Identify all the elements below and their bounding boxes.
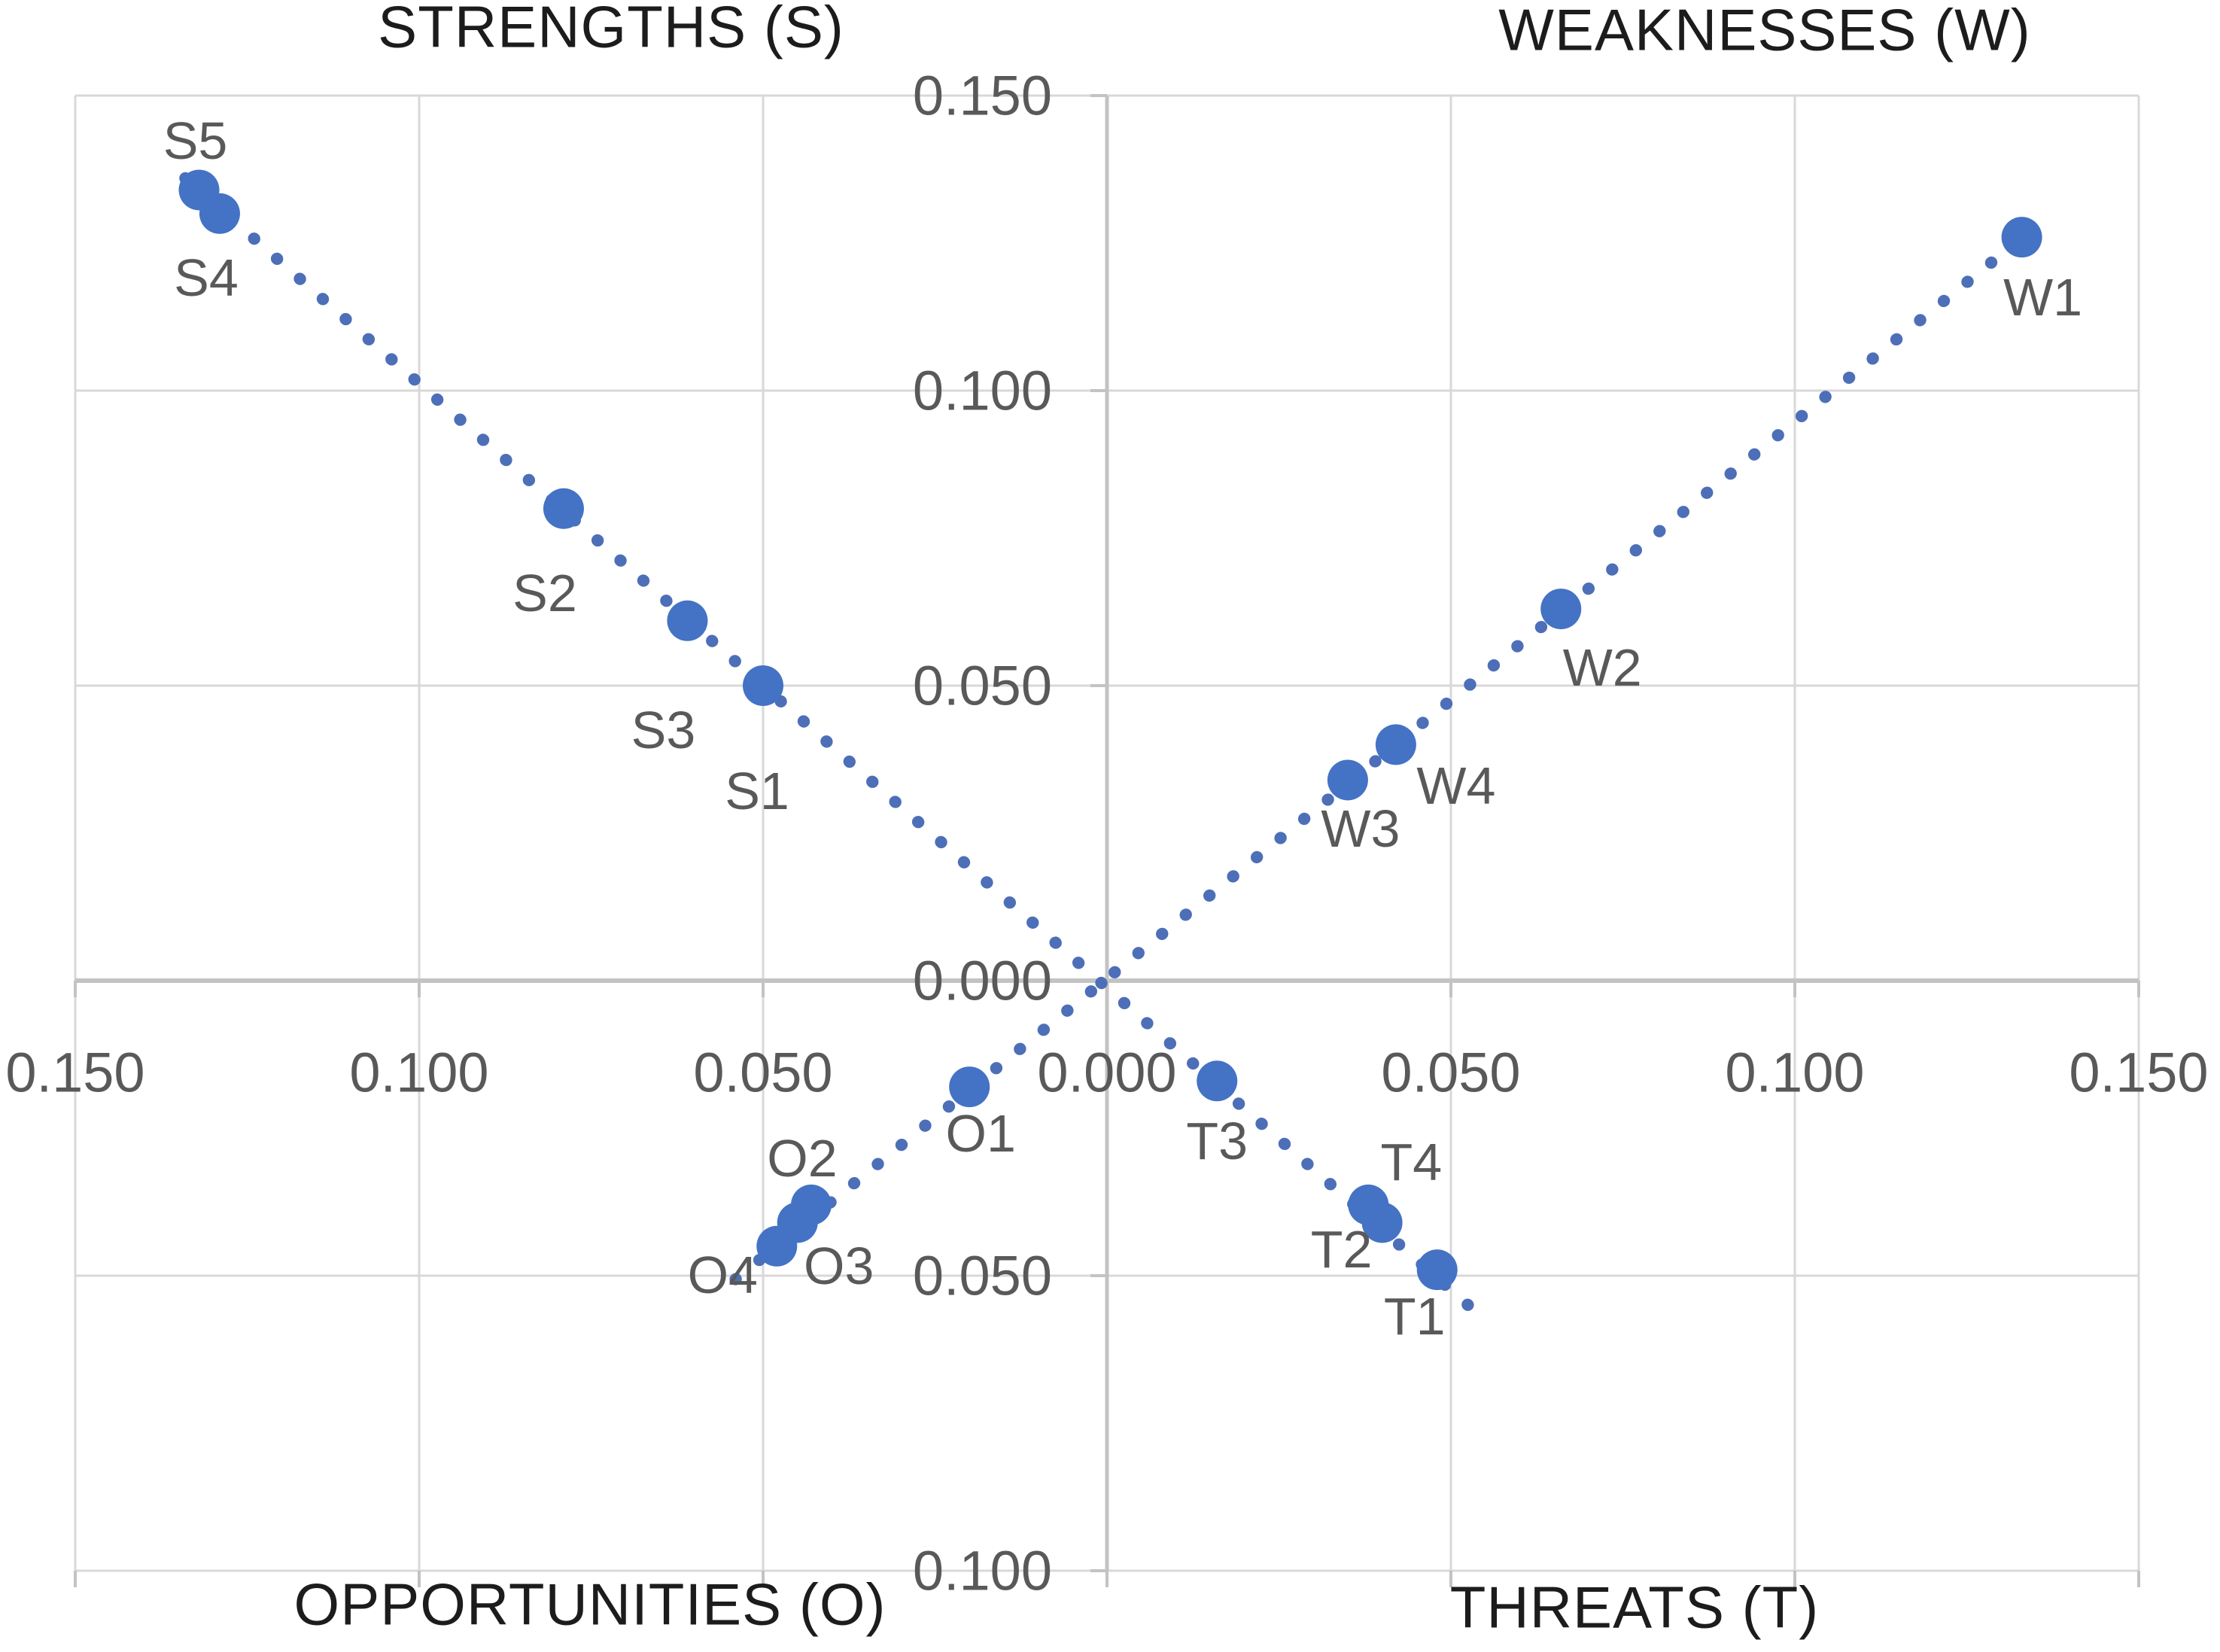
point-label-T2: T2 (1310, 1220, 1373, 1279)
point-label-O1: O1 (945, 1104, 1016, 1164)
x-tick-label: 0.050 (1381, 1041, 1521, 1104)
data-point-T4[interactable] (1348, 1184, 1389, 1225)
point-label-W1: W1 (2003, 268, 2083, 327)
quadrant-title-threats: THREATS (T) (1449, 1574, 1820, 1641)
data-point-S1[interactable] (743, 665, 783, 706)
point-label-S1: S1 (725, 762, 789, 820)
point-label-W4: W4 (1416, 756, 1496, 816)
point-label-T3: T3 (1186, 1112, 1248, 1171)
point-label-T4: T4 (1380, 1132, 1443, 1191)
x-tick-label: 0.150 (2069, 1041, 2209, 1104)
y-tick-label: 0.050 (912, 1244, 1052, 1307)
point-label-S3: S3 (631, 700, 696, 759)
y-tick-label: 0.100 (912, 1539, 1052, 1602)
point-label-O4: O4 (687, 1245, 758, 1304)
data-point-S5[interactable] (178, 169, 220, 211)
data-point-T1[interactable] (1416, 1249, 1458, 1291)
point-label-W3: W3 (1321, 799, 1400, 859)
data-point-S2[interactable] (543, 488, 584, 529)
x-tick-label: 0.050 (693, 1041, 833, 1104)
quadrant-title-strengths: STRENGTHS (S) (378, 0, 844, 60)
data-point-O4[interactable] (756, 1225, 798, 1267)
data-point-W1[interactable] (2001, 217, 2042, 258)
point-label-S4: S4 (174, 248, 239, 307)
point-label-W2: W2 (1562, 638, 1642, 698)
y-tick-label: 0.100 (912, 359, 1052, 422)
data-point-S3[interactable] (667, 600, 708, 641)
data-point-W3[interactable] (1327, 759, 1368, 801)
trendline-s-t-line (179, 172, 1478, 1315)
data-point-T3[interactable] (1197, 1060, 1238, 1102)
trendline-o-w-line (729, 223, 2039, 1285)
point-label-T1: T1 (1383, 1287, 1446, 1346)
data-point-W2[interactable] (1540, 589, 1582, 630)
quadrant-title-weaknesses: WEAKNESSES (W) (1498, 0, 2031, 63)
quadrant-title-opportunities: OPPORTUNITIES (O) (293, 1571, 886, 1638)
x-tick-label: 0.100 (349, 1041, 489, 1104)
point-label-S2: S2 (512, 563, 577, 622)
x-tick-label: 0.150 (5, 1041, 145, 1104)
data-point-W4[interactable] (1375, 724, 1416, 765)
x-tick-label: 0.000 (1037, 1041, 1177, 1104)
point-label-O3: O3 (803, 1237, 874, 1296)
point-label-O2: O2 (767, 1128, 838, 1188)
data-point-O1[interactable] (949, 1066, 990, 1108)
y-tick-label: 0.150 (912, 64, 1052, 127)
x-tick-label: 0.100 (1725, 1041, 1865, 1104)
point-label-S5: S5 (163, 111, 228, 171)
y-tick-label: 0.000 (912, 949, 1052, 1012)
y-tick-label: 0.050 (912, 654, 1052, 717)
